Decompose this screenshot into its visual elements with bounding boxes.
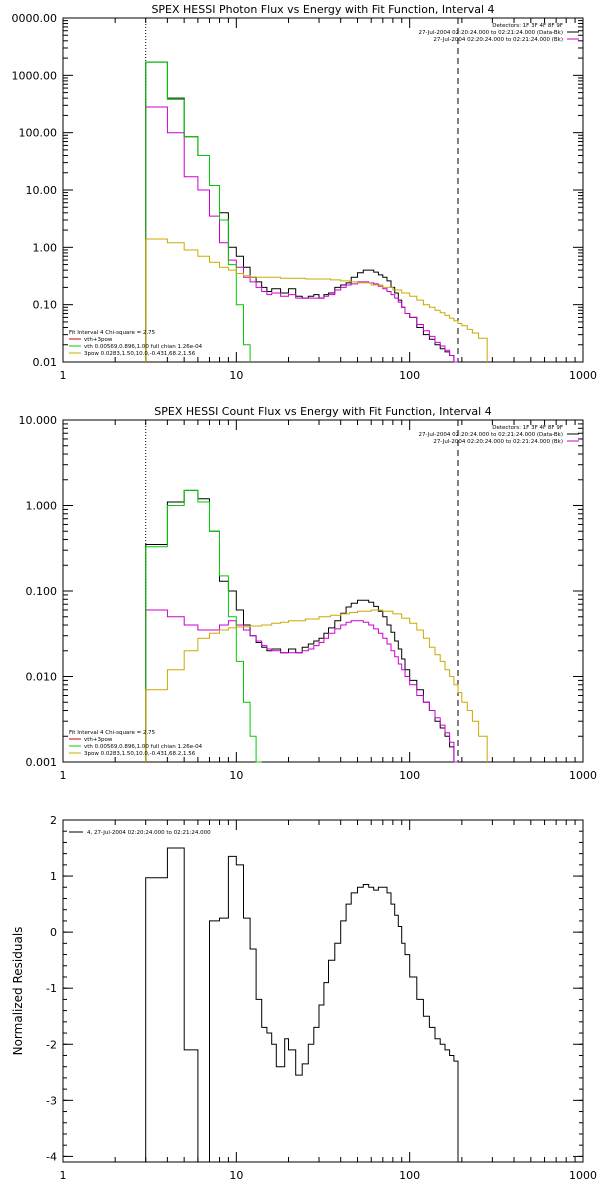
y-tick-label: -3 (46, 1094, 57, 1107)
x-tick-label: 1000 (569, 769, 597, 782)
series-line-3 (145, 489, 262, 763)
x-tick-label: 100 (399, 1169, 420, 1182)
chart-title: SPEX HESSI Photon Flux vs Energy with Fi… (151, 3, 494, 16)
x-tick-label: 1 (60, 1169, 67, 1182)
x-tick-label: 10 (229, 1169, 243, 1182)
legend-entry: Detectors: 1F 3F 4F 8F 9F (492, 23, 563, 29)
plot-frame (62, 819, 584, 1163)
x-tick-label: 1000 (569, 1169, 597, 1182)
y-tick-label: 0.01 (33, 356, 58, 369)
series-line-1 (145, 847, 459, 1163)
legend-entry: 27-Jul-2004 02:20:24.000 to 02:21:24.000… (419, 432, 564, 438)
y-tick-label: -4 (46, 1150, 57, 1163)
legend-entry: vth 0.00569,0.896,1.00 full chian 1.26e-… (84, 744, 203, 750)
x-tick-label: 10 (229, 369, 243, 382)
x-tick-label: 1 (60, 369, 67, 382)
legend-entry: vth+3pow (84, 337, 113, 343)
y-tick-label: 0.100 (26, 585, 58, 598)
legend-bottom: Fit Interval 4 Chi-square = 2.75vth+3pow… (69, 330, 203, 357)
x-tick-label: 1000 (569, 369, 597, 382)
y-tick-label: 0 (50, 926, 57, 939)
x-tick-label: 100 (399, 369, 420, 382)
legend-entry: Fit Interval 4 Chi-square = 2.75 (69, 730, 156, 736)
y-axis-label: Normalized Residuals (11, 927, 25, 1056)
chart-title: SPEX HESSI Count Flux vs Energy with Fit… (154, 405, 491, 418)
series-line-1 (145, 489, 458, 763)
y-tick-label: 0000.00 (12, 12, 58, 25)
series-line-2 (145, 106, 458, 363)
y-tick-label: 1 (50, 870, 57, 883)
y-tick-label: 0.10 (33, 299, 58, 312)
y-tick-label: -1 (46, 982, 57, 995)
y-tick-label: -2 (46, 1038, 57, 1051)
chart-panel-3: 1 10 100 1000 -4 -3 -2 -1 0 1 2 Normalized Residual… (11, 814, 597, 1182)
legend-entry: vth 0.00569,0.896,1.00 full chian 1.26e-… (84, 344, 203, 350)
legend-entry: 3pow 0.0283,1.50,10.0,-0.431,68.2,1.56 (84, 751, 196, 757)
chart-panel-2: SPEX HESSI Count Flux vs Energy with Fit… (19, 405, 598, 782)
x-tick-label: 100 (399, 769, 420, 782)
y-tick-label: 2 (50, 814, 57, 827)
y-tick-label: 100.00 (19, 127, 58, 140)
legend-entry: 4, 27-Jul-2004 02:20:24.000 to 02:21:24.… (87, 830, 211, 836)
legend-entry: 3pow 0.0283,1.50,10.0,-0.431,68.2,1.56 (84, 351, 196, 357)
x-tick-label: 1 (60, 769, 67, 782)
plot-frame (62, 419, 584, 763)
y-tick-label: 1.000 (26, 500, 58, 513)
chart-panel-1: SPEX HESSI Photon Flux vs Energy with Fi… (12, 3, 598, 382)
legend-entry: Fit Interval 4 Chi-square = 2.75 (69, 330, 156, 336)
y-tick-label: 10.000 (19, 414, 58, 427)
legend-entry: Detectors: 1F 3F 4F 8F 9F (492, 425, 563, 431)
plot-frame (62, 17, 584, 363)
y-tick-label: 0.001 (26, 756, 58, 769)
y-tick-label: 1.00 (33, 241, 58, 254)
series-line-4 (145, 238, 488, 362)
legend-entry: vth+3pow (84, 737, 113, 743)
series-line-2 (145, 609, 458, 763)
x-tick-label: 10 (229, 769, 243, 782)
y-tick-label: 0.010 (26, 671, 58, 684)
legend-top: 4, 27-Jul-2004 02:20:24.000 to 02:21:24.… (69, 830, 211, 836)
legend-entry: 27-Jul-2004 02:20:24.000 to 02:21:24.000… (433, 37, 563, 43)
legend-entry: 27-Jul-2004 02:20:24.000 to 02:21:24.000… (433, 439, 563, 445)
legend-bottom: Fit Interval 4 Chi-square = 2.75vth+3pow… (69, 730, 203, 757)
legend-entry: 27-Jul-2004 02:20:24.000 to 02:21:24.000… (419, 30, 564, 36)
series-line-3 (145, 61, 251, 362)
y-tick-label: 10.00 (26, 184, 58, 197)
y-tick-label: 1000.00 (12, 69, 58, 82)
series-line-4 (145, 609, 488, 762)
